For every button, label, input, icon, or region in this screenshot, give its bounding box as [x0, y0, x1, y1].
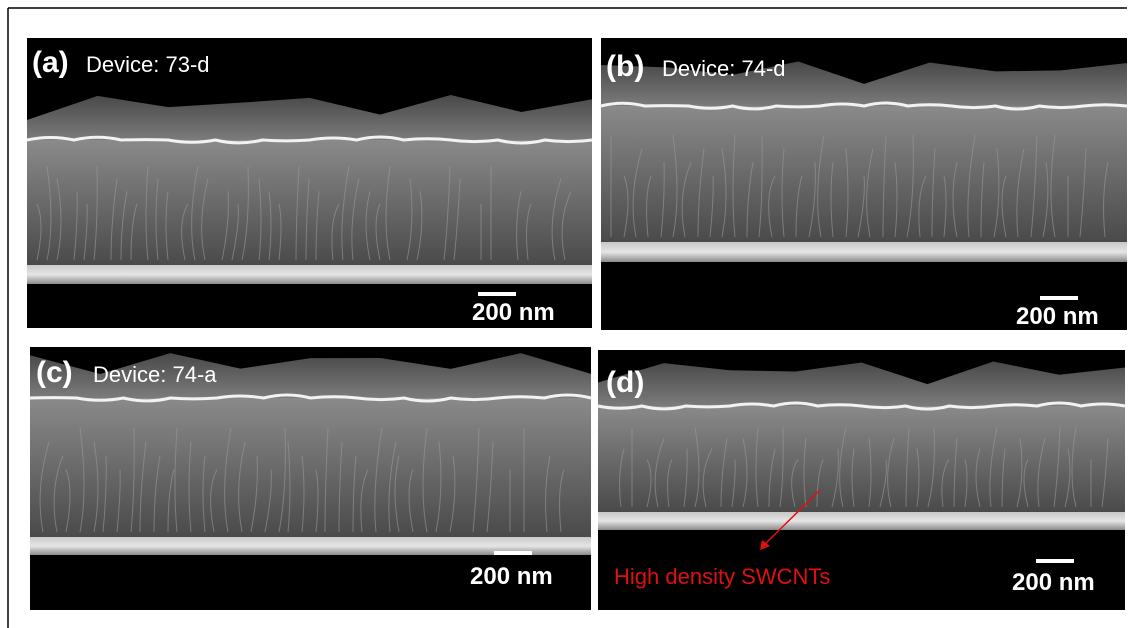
- substrate-strip: [601, 242, 1127, 262]
- film-layer: [598, 406, 1125, 512]
- film-layer: [30, 398, 591, 537]
- panel-label: (b): [606, 50, 644, 83]
- scale-bar: [1036, 559, 1074, 563]
- annotation: High density SWCNTs: [614, 564, 830, 589]
- scale-bar: [478, 292, 516, 296]
- scale-bar-label: 200 nm: [472, 299, 555, 326]
- substrate-strip: [598, 512, 1125, 530]
- device-label: Device: 74-d: [662, 56, 786, 81]
- film-layer: [601, 106, 1127, 242]
- figure: (a) Device: 73-d 200 nm (b) Device: 74-d…: [0, 0, 1135, 628]
- scale-bar-label: 200 nm: [470, 563, 553, 590]
- panel-label: (c): [36, 356, 73, 389]
- scale-bar: [1040, 296, 1078, 300]
- film-layer: [27, 140, 592, 265]
- device-label: Device: 73-d: [86, 52, 210, 77]
- substrate-strip: [27, 265, 592, 284]
- scale-bar: [494, 551, 532, 555]
- scale-bar-label: 200 nm: [1016, 303, 1099, 330]
- panel-label: (d): [606, 366, 644, 399]
- panel-label: (a): [32, 46, 69, 79]
- device-label: Device: 74-a: [93, 362, 217, 387]
- scale-bar-label: 200 nm: [1012, 569, 1095, 596]
